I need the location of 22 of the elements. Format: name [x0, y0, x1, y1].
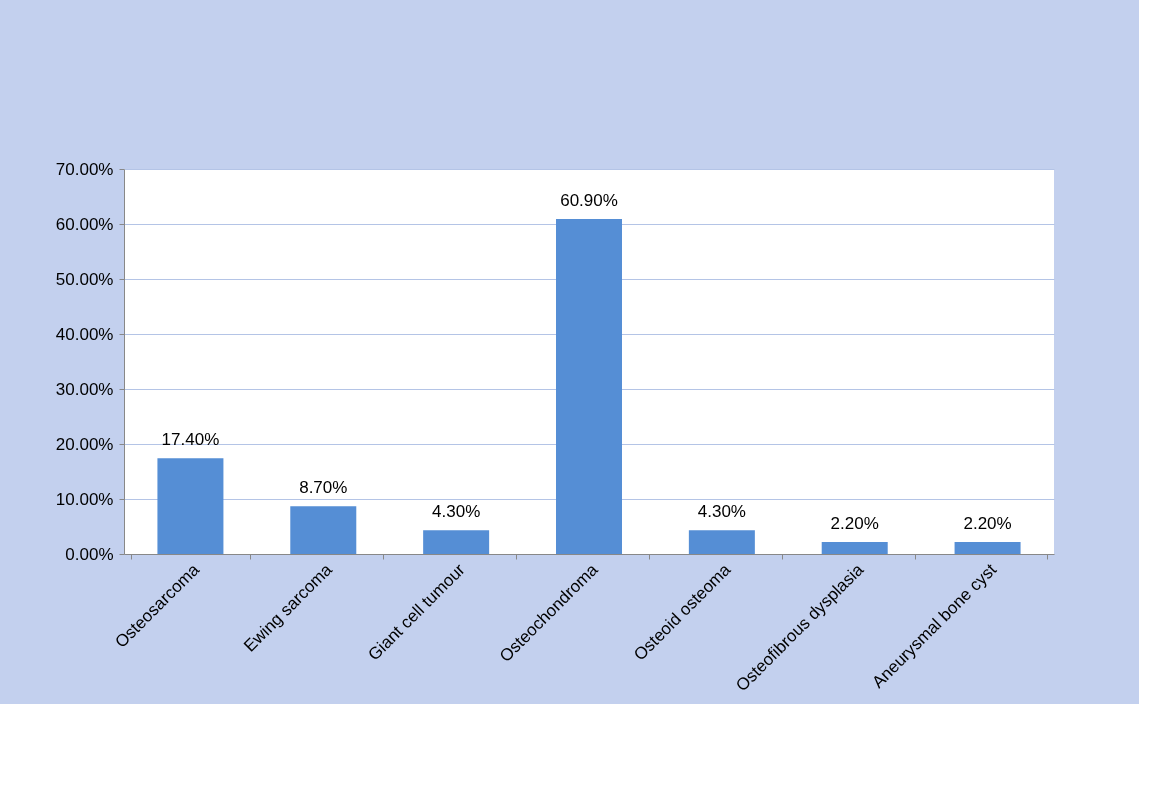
- data-label: 4.30%: [432, 502, 481, 522]
- y-tick-label: 50.00%: [55, 269, 114, 289]
- bar: [821, 541, 888, 554]
- y-tick-label: 20.00%: [55, 434, 114, 454]
- data-label: 2.20%: [963, 513, 1012, 533]
- bar: [290, 506, 357, 554]
- data-label: 17.40%: [161, 430, 220, 450]
- y-tick-label: 30.00%: [55, 379, 114, 399]
- y-tick-label: 0.00%: [65, 544, 114, 564]
- y-tick-label: 40.00%: [55, 324, 114, 344]
- bar: [556, 219, 622, 554]
- data-label: 8.70%: [299, 478, 348, 498]
- data-label: 4.30%: [697, 502, 746, 522]
- data-label: 60.90%: [560, 191, 618, 211]
- y-tick-label: 70.00%: [55, 159, 114, 179]
- bar: [423, 530, 490, 554]
- y-tick-label: 60.00%: [55, 214, 114, 234]
- bar: [954, 541, 1021, 554]
- data-label: 2.20%: [830, 513, 879, 533]
- y-tick-label: 10.00%: [55, 489, 114, 509]
- bar: [157, 458, 224, 554]
- bar: [688, 530, 755, 554]
